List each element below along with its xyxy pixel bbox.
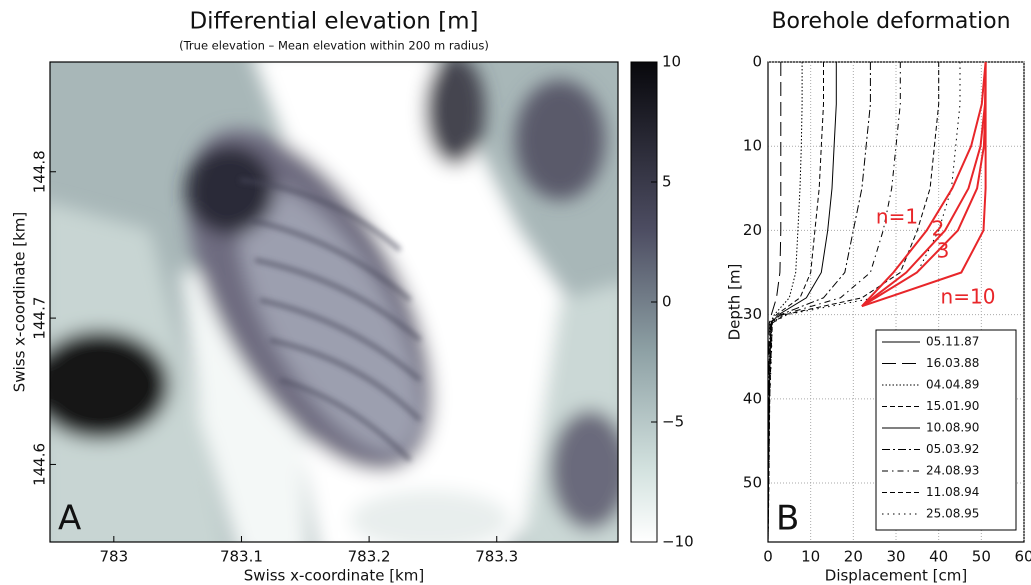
model-curve bbox=[861, 61, 987, 308]
legend-label: 24.08.93 bbox=[926, 464, 979, 478]
model-label: n=1 bbox=[876, 205, 918, 229]
y-tick-label: 40 bbox=[743, 389, 762, 407]
x-tick-label: 0 bbox=[763, 548, 773, 566]
profile-line bbox=[767, 62, 824, 543]
profile-line bbox=[767, 62, 871, 543]
x-tick-label: 60 bbox=[1014, 548, 1031, 566]
model-label: n=10 bbox=[941, 285, 996, 309]
profile-line bbox=[767, 62, 803, 543]
chart-title: Differential elevation [m] bbox=[189, 9, 478, 35]
model-curve bbox=[861, 61, 987, 307]
y-tick-label: 144.7 bbox=[31, 297, 49, 340]
profile-line bbox=[767, 62, 782, 542]
x-tick-label: 40 bbox=[929, 548, 948, 566]
legend-label: 25.08.95 bbox=[926, 507, 979, 521]
legend-box bbox=[875, 329, 1017, 531]
y-tick-label: 0 bbox=[752, 53, 762, 71]
colorbar-tick-label: −5 bbox=[662, 413, 684, 431]
colorbar-tick-label: 5 bbox=[662, 173, 672, 191]
model-curve bbox=[861, 61, 987, 307]
y-tick-label: 50 bbox=[743, 474, 762, 492]
model-label: 3 bbox=[937, 239, 950, 263]
colorbar-tick-label: 0 bbox=[662, 293, 672, 311]
profile-line bbox=[767, 62, 940, 543]
y-tick-label: 144.6 bbox=[31, 443, 49, 486]
legend-label: 10.08.90 bbox=[926, 421, 979, 435]
model-label: 2 bbox=[932, 217, 945, 241]
profile-line bbox=[767, 62, 901, 543]
model-curve bbox=[861, 62, 987, 308]
x-tick-label: 20 bbox=[844, 548, 863, 566]
y-tick-label: 20 bbox=[743, 221, 762, 239]
chart-subtitle: (True elevation – Mean elevation within … bbox=[179, 39, 489, 53]
y-tick-label: 144.8 bbox=[31, 150, 49, 193]
y-axis-label: Depth [m] bbox=[726, 264, 744, 341]
x-tick-label: 783 bbox=[99, 548, 128, 566]
panel-label: B bbox=[776, 499, 799, 539]
x-axis-label: Swiss x-coordinate [km] bbox=[244, 567, 424, 585]
x-tick-label: 783.1 bbox=[220, 548, 263, 566]
x-tick-label: 783.2 bbox=[348, 548, 391, 566]
x-tick-label: 10 bbox=[801, 548, 820, 566]
legend-label: 16.03.88 bbox=[926, 356, 979, 370]
panel-label: A bbox=[58, 499, 81, 539]
colorbar-tick-label: −10 bbox=[662, 533, 694, 551]
legend-label: 11.08.94 bbox=[926, 485, 979, 499]
x-tick-label: 783.3 bbox=[475, 548, 518, 566]
y-tick-label: 30 bbox=[743, 305, 762, 323]
x-tick-label: 30 bbox=[886, 548, 905, 566]
y-axis-label: Swiss x-coordinate [km] bbox=[11, 212, 29, 392]
colorbar-tick-label: 10 bbox=[662, 53, 681, 71]
map-frame bbox=[49, 61, 619, 543]
x-tick-label: 50 bbox=[972, 548, 991, 566]
legend-label: 05.03.92 bbox=[926, 442, 979, 456]
x-axis-label: Displacement [cm] bbox=[825, 567, 967, 585]
chart-title: Borehole deformation bbox=[771, 9, 1010, 34]
y-tick-label: 10 bbox=[743, 137, 762, 155]
legend-label: 04.04.89 bbox=[926, 378, 979, 392]
legend-label: 05.11.87 bbox=[926, 335, 979, 349]
elevation-map bbox=[50, 62, 618, 542]
legend-label: 15.01.90 bbox=[926, 399, 979, 413]
